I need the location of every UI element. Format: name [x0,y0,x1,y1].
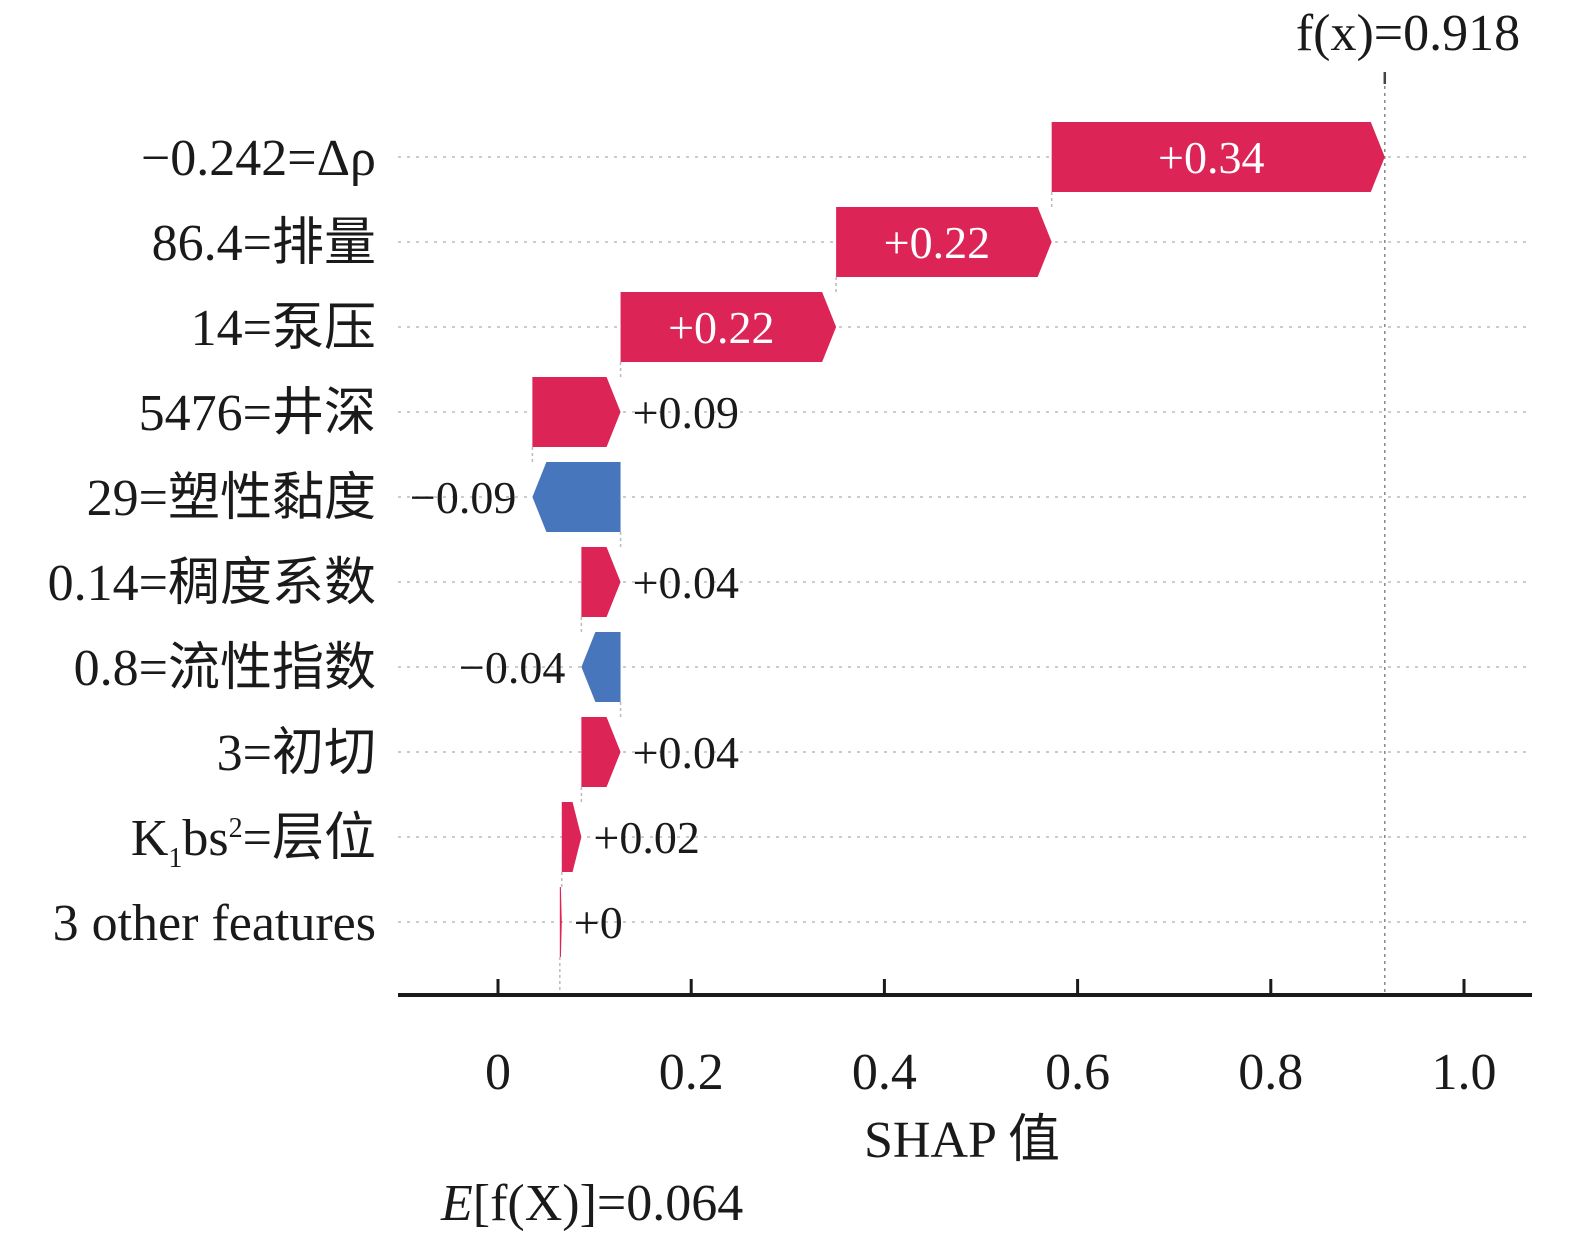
waterfall-bar [559,887,562,957]
value-label: +0.04 [633,727,739,778]
base-label-rest: [f(X)]=0.064 [473,1175,743,1232]
waterfall-bar [581,632,621,702]
value-label: +0.02 [593,812,699,863]
x-tick-label: 0.6 [1045,1044,1110,1101]
feature-label: −0.242=Δρ [141,130,376,187]
value-label: +0.22 [668,302,774,353]
feature-label: 3 other features [53,895,376,952]
value-label: +0.09 [633,387,739,438]
waterfall-bar [1051,122,1385,192]
x-tick-label: 0.8 [1238,1044,1303,1101]
waterfall-bar [836,207,1052,277]
waterfall-bar [532,462,621,532]
feature-label: 3=初切 [217,725,376,782]
bar-connectors [531,72,1387,995]
value-label: +0.22 [884,217,990,268]
waterfall-bar [581,717,621,787]
value-label: −0.09 [410,472,516,523]
feature-label: 29=塑性黏度 [87,470,376,527]
feature-labels: −0.242=Δρ 86.4=排量 14=泵压 5476=井深 29=塑性黏度 0.14=… [48,130,376,952]
feature-label: 5476=井深 [139,385,376,442]
output-value-label: f(x)=0.918 [1296,5,1520,62]
waterfall-bar [561,802,582,872]
x-axis: 0 0.2 0.4 0.6 0.8 1.0 [398,979,1532,1101]
feature-label: 14=泵压 [191,300,376,357]
x-tick-label: 0.2 [659,1044,724,1101]
value-labels: +0.34 +0.22 +0.22 +0.09 −0.09 +0.04 −0.04 +0.04… [410,132,1265,948]
x-axis-label: SHAP 值 [864,1112,1060,1169]
value-label: +0.34 [1158,132,1264,183]
waterfall-bar [581,547,621,617]
bars [532,122,1385,957]
value-label: +0 [574,897,623,948]
waterfall-bar [620,292,837,362]
x-tick-label: 0.4 [852,1044,917,1101]
x-tick-label: 1.0 [1432,1044,1497,1101]
waterfall-bar [532,377,621,447]
feature-label: 86.4=排量 [152,215,376,272]
feature-label: 0.8=流性指数 [74,640,376,697]
x-tick-label: 0 [485,1044,511,1101]
base-label-e: E [440,1175,473,1232]
feature-label: K1bs2=层位 [131,810,376,874]
value-label: +0.04 [633,557,739,608]
feature-label: 0.14=稠度系数 [48,555,376,612]
value-label: −0.04 [459,642,565,693]
base-value-label: E[f(X)]=0.064 [440,1175,743,1232]
